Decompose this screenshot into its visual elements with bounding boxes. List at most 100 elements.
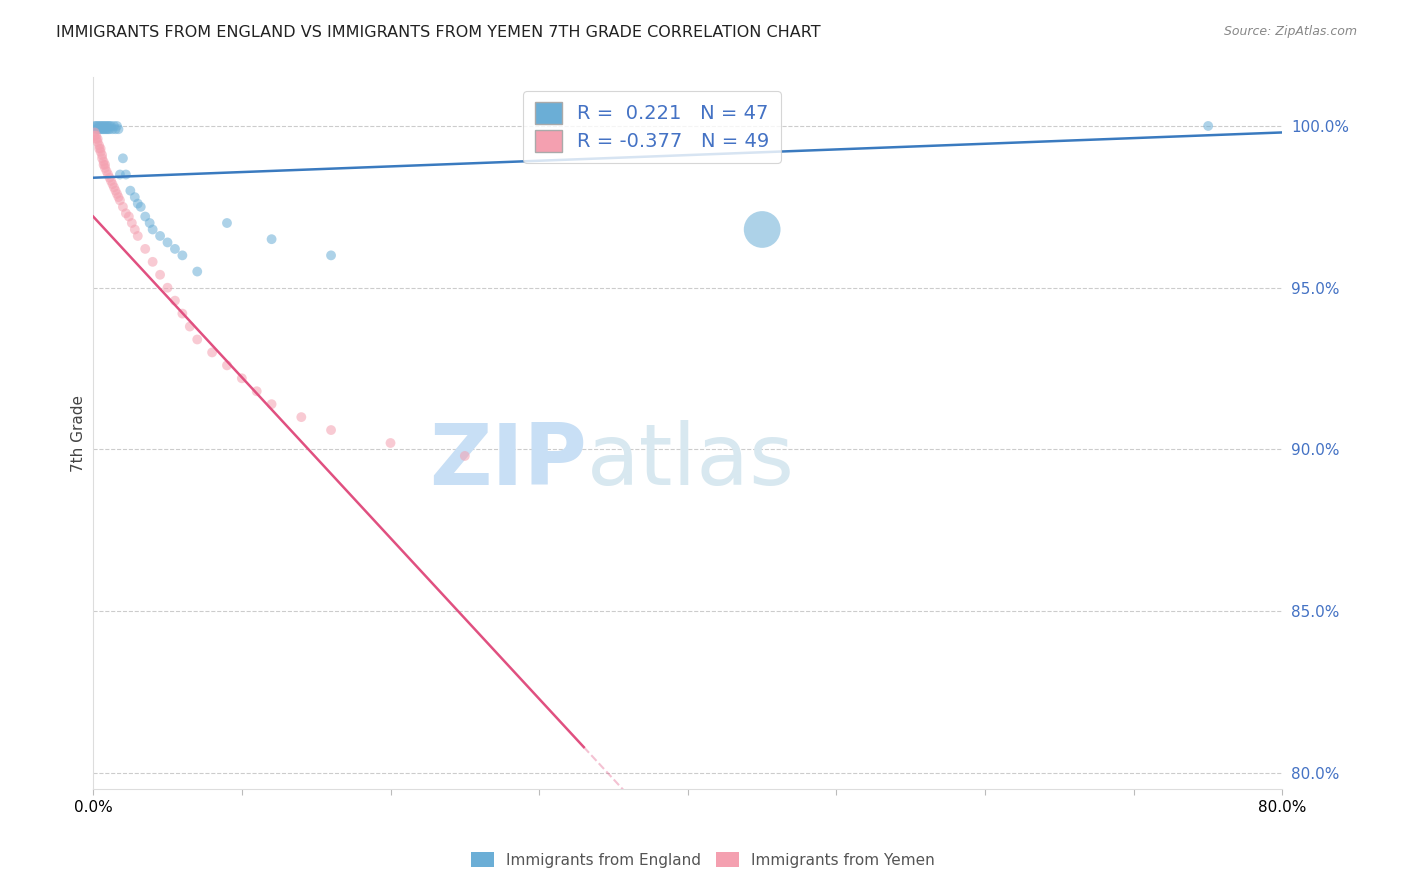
Text: atlas: atlas — [586, 420, 794, 503]
Point — [260, 397, 283, 411]
Point — [142, 222, 165, 236]
Point — [83, 128, 105, 143]
Point — [83, 125, 105, 139]
Point — [138, 216, 160, 230]
Point — [115, 168, 138, 182]
Point — [215, 216, 238, 230]
Point — [89, 138, 111, 153]
Point — [93, 122, 115, 136]
Point — [104, 122, 127, 136]
Point — [89, 122, 111, 136]
Point — [149, 268, 172, 282]
Point — [142, 255, 165, 269]
Point — [215, 359, 238, 373]
Point — [121, 216, 143, 230]
Point — [124, 222, 146, 236]
Point — [172, 307, 194, 321]
Point — [101, 177, 124, 191]
Point — [94, 161, 117, 175]
Point — [156, 281, 179, 295]
Y-axis label: 7th Grade: 7th Grade — [72, 395, 86, 472]
Point — [115, 206, 138, 220]
Point — [96, 164, 118, 178]
Point — [91, 122, 114, 136]
Point — [163, 242, 186, 256]
Point — [107, 122, 129, 136]
Point — [97, 168, 120, 182]
Point — [84, 132, 107, 146]
Point — [93, 119, 115, 133]
Point — [84, 122, 107, 136]
Point — [179, 319, 201, 334]
Point — [86, 122, 108, 136]
Point — [86, 135, 108, 149]
Point — [108, 194, 131, 208]
Point — [163, 293, 186, 308]
Legend: Immigrants from England, Immigrants from Yemen: Immigrants from England, Immigrants from… — [465, 846, 941, 873]
Point — [98, 119, 121, 133]
Point — [90, 122, 112, 136]
Point — [94, 122, 117, 136]
Point — [201, 345, 224, 359]
Point — [186, 333, 208, 347]
Point — [156, 235, 179, 250]
Point — [91, 151, 114, 165]
Point — [319, 423, 342, 437]
Point — [89, 119, 111, 133]
Point — [120, 184, 142, 198]
Point — [98, 122, 121, 136]
Point — [129, 200, 152, 214]
Point — [134, 242, 156, 256]
Point — [1197, 119, 1219, 133]
Point — [454, 449, 477, 463]
Point — [186, 264, 208, 278]
Point — [100, 119, 122, 133]
Legend: R =  0.221   N = 47, R = -0.377   N = 49: R = 0.221 N = 47, R = -0.377 N = 49 — [523, 91, 782, 163]
Point — [83, 119, 105, 133]
Point — [751, 222, 773, 236]
Point — [118, 210, 141, 224]
Point — [231, 371, 253, 385]
Point — [97, 119, 120, 133]
Point — [97, 122, 120, 136]
Point — [96, 122, 118, 136]
Point — [93, 154, 115, 169]
Point — [111, 151, 134, 165]
Point — [290, 410, 312, 425]
Point — [103, 180, 125, 194]
Point — [127, 196, 149, 211]
Point — [134, 210, 156, 224]
Point — [105, 186, 128, 201]
Point — [91, 148, 114, 162]
Point — [319, 248, 342, 262]
Point — [86, 132, 108, 146]
Point — [127, 229, 149, 244]
Point — [100, 174, 122, 188]
Point — [90, 142, 112, 156]
Point — [90, 145, 112, 159]
Point — [107, 190, 129, 204]
Text: Source: ZipAtlas.com: Source: ZipAtlas.com — [1223, 25, 1357, 38]
Point — [86, 119, 108, 133]
Point — [172, 248, 194, 262]
Point — [94, 158, 117, 172]
Text: ZIP: ZIP — [429, 420, 586, 503]
Point — [98, 170, 121, 185]
Point — [246, 384, 269, 399]
Text: IMMIGRANTS FROM ENGLAND VS IMMIGRANTS FROM YEMEN 7TH GRADE CORRELATION CHART: IMMIGRANTS FROM ENGLAND VS IMMIGRANTS FR… — [56, 25, 821, 40]
Point — [91, 119, 114, 133]
Point — [90, 119, 112, 133]
Point — [111, 200, 134, 214]
Point — [124, 190, 146, 204]
Point — [103, 119, 125, 133]
Point — [380, 436, 402, 450]
Point — [260, 232, 283, 246]
Point — [105, 119, 128, 133]
Point — [84, 128, 107, 143]
Point — [93, 158, 115, 172]
Point — [94, 119, 117, 133]
Point — [149, 229, 172, 244]
Point — [84, 119, 107, 133]
Point — [89, 142, 111, 156]
Point — [104, 184, 127, 198]
